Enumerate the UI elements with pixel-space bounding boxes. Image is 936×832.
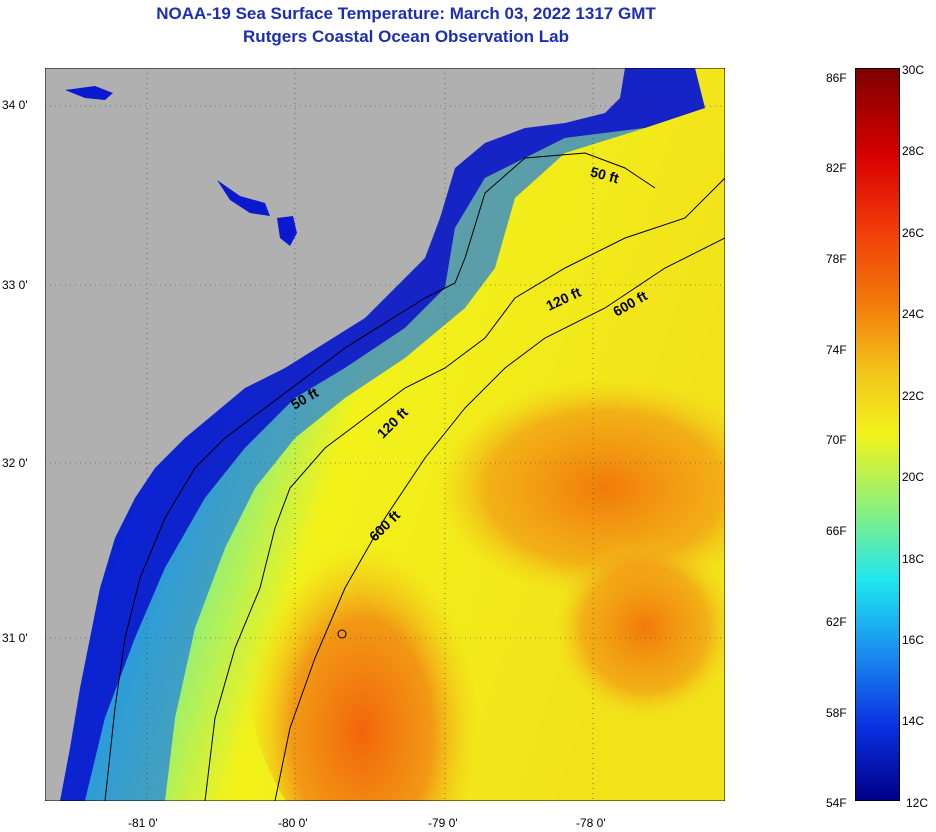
contour-120ft	[204, 177, 725, 801]
colorbar-f-label: 58F	[826, 706, 847, 720]
lat-tick-label: 31 0'	[2, 631, 28, 645]
colorbar-c-label: 28C	[902, 144, 925, 158]
lon-tick-label: -81 0'	[128, 816, 158, 830]
lon-tick-label: -79 0'	[428, 816, 458, 830]
lon-tick-label: -80 0'	[278, 816, 308, 830]
lon-tick-label: -78 0'	[576, 816, 606, 830]
colorbar-f-label: 62F	[826, 615, 847, 629]
colorbar-c-label: 24C	[902, 307, 925, 321]
colorbar-f-label: 78F	[826, 252, 847, 266]
colorbar-f-label: 54F	[826, 796, 847, 810]
gridlines	[45, 68, 725, 801]
colorbar-c-label: 22C	[902, 389, 925, 403]
lake	[65, 86, 113, 100]
lat-tick-label: 33 0'	[2, 278, 28, 292]
warm-water-south	[245, 438, 505, 801]
colorbar-c-label: 14C	[902, 714, 925, 728]
contour-600ft	[274, 237, 725, 801]
temperature-colorbar	[855, 68, 900, 801]
depth-contours	[104, 152, 725, 801]
colorbar-f-label: 70F	[826, 433, 847, 447]
coastal-transition	[85, 128, 645, 801]
lat-tick-label: 34 0'	[2, 98, 28, 112]
title-line-2: Rutgers Coastal Ocean Observation Lab	[243, 27, 569, 46]
contour-label-50ft-upper: 50 ft	[589, 163, 621, 186]
sst-map: 50 ft 50 ft 120 ft 120 ft 600 ft 600 ft	[45, 68, 725, 801]
lat-tick-label: 32 0'	[2, 456, 28, 470]
colorbar-c-label: 20C	[902, 470, 925, 484]
title-line-1: NOAA-19 Sea Surface Temperature: March 0…	[156, 4, 656, 23]
lake	[277, 216, 297, 246]
colorbar-c-label: 30C	[902, 63, 925, 77]
colorbar-f-label: 66F	[826, 524, 847, 538]
land	[45, 68, 625, 801]
contour-50ft	[104, 152, 656, 801]
colorbar-f-label: 86F	[826, 71, 847, 85]
colorbar-c-label: 18C	[902, 552, 925, 566]
lake	[217, 180, 270, 216]
colorbar-c-label: 12C	[906, 796, 929, 810]
colorbar-c-label: 16C	[902, 633, 925, 647]
colorbar-f-label: 82F	[826, 161, 847, 175]
warm-water-southeast	[555, 538, 725, 718]
colorbar-f-label: 74F	[826, 343, 847, 357]
colorbar-c-label: 26C	[902, 226, 925, 240]
